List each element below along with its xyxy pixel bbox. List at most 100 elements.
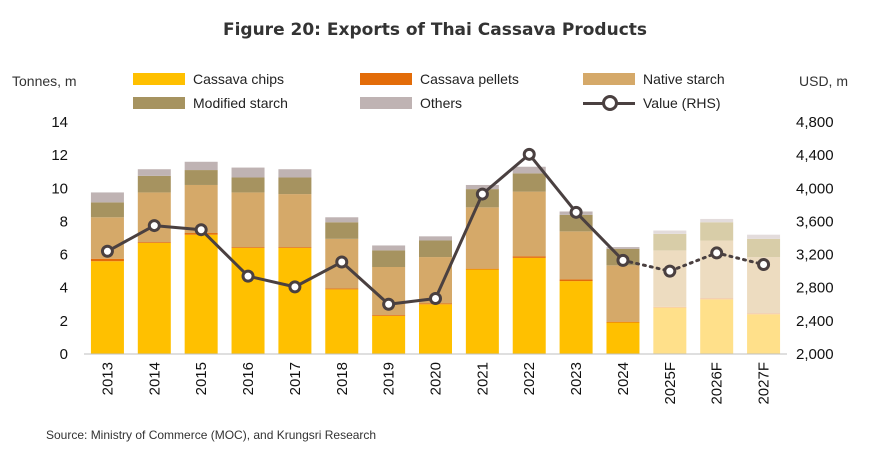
bar-modified-starch xyxy=(419,240,452,258)
bar-others xyxy=(278,169,312,178)
bar-cassava-chips xyxy=(325,289,359,354)
bar-cassava-chips xyxy=(419,304,452,354)
y-tick-label: 14 xyxy=(51,114,68,131)
bar-cassava-pellets xyxy=(512,256,546,258)
x-tick-label: 2013 xyxy=(99,362,116,395)
bar-others xyxy=(231,167,265,178)
legend-marker xyxy=(602,95,618,111)
y2-tick-label: 4,800 xyxy=(796,114,834,131)
y2-tick-label: 2,800 xyxy=(796,280,834,297)
left-axis-unit: Tonnes, m xyxy=(12,73,77,89)
value-point xyxy=(241,269,255,283)
legend-label: Value (RHS) xyxy=(643,95,721,111)
bar-others xyxy=(90,192,124,203)
bar-native-starch xyxy=(137,192,171,243)
right-axis-unit: USD, m xyxy=(799,73,848,89)
x-tick-label: 2019 xyxy=(381,362,398,395)
bar-cassava-chips xyxy=(512,257,546,354)
bar-cassava-pellets xyxy=(559,279,593,282)
y2-tick-label: 2,400 xyxy=(796,313,834,330)
y2-tick-label: 4,000 xyxy=(796,180,834,197)
x-tick-label: 2021 xyxy=(474,362,491,395)
value-point xyxy=(522,147,536,161)
value-line-forecast xyxy=(621,251,766,273)
bar-cassava-chips xyxy=(747,314,781,354)
x-tick-label: 2015 xyxy=(193,362,210,395)
chart-title: Figure 20: Exports of Thai Cassava Produ… xyxy=(222,20,648,40)
y-tick-label: 2 xyxy=(60,313,68,330)
y-tick-label: 0 xyxy=(60,346,68,363)
y2-tick-label: 2,000 xyxy=(796,346,834,363)
legend-label: Modified starch xyxy=(193,95,288,111)
bar-others xyxy=(606,247,640,249)
x-tick-label: 2020 xyxy=(428,362,445,395)
legend-swatch xyxy=(360,73,412,85)
bar-others xyxy=(747,234,781,239)
bar-cassava-chips xyxy=(278,247,312,354)
x-tick-label: 2024 xyxy=(615,362,632,395)
value-point xyxy=(569,205,583,219)
value-point xyxy=(475,187,489,201)
y-tick-label: 10 xyxy=(51,180,68,197)
value-point xyxy=(147,219,161,233)
y2-tick-label: 3,200 xyxy=(796,247,834,264)
bar-cassava-chips xyxy=(137,242,171,354)
bar-cassava-pellets xyxy=(90,258,124,262)
bar-modified-starch xyxy=(653,233,687,251)
bar-others xyxy=(700,218,734,223)
bar-modified-starch xyxy=(372,250,406,267)
bar-others xyxy=(184,161,218,171)
bar-cassava-pellets xyxy=(747,313,781,315)
x-tick-label: 2018 xyxy=(334,362,351,395)
x-tick-label: 2014 xyxy=(146,362,163,395)
bar-cassava-pellets xyxy=(700,298,734,300)
bar-native-starch xyxy=(653,250,687,307)
y2-tick-label: 3,600 xyxy=(796,213,834,230)
bar-cassava-chips xyxy=(653,307,687,354)
bar-modified-starch xyxy=(747,238,781,258)
x-tick-label: 2016 xyxy=(240,362,257,395)
bar-modified-starch xyxy=(278,177,312,195)
value-line-actual xyxy=(106,152,625,306)
x-tick-label: 2025F xyxy=(662,362,679,405)
y-tick-label: 8 xyxy=(60,213,68,230)
value-point xyxy=(382,297,396,311)
bar-others xyxy=(325,217,359,223)
legend-swatch xyxy=(360,97,412,109)
value-point xyxy=(663,264,677,278)
bar-native-starch xyxy=(231,192,265,248)
bar-cassava-chips xyxy=(559,281,593,354)
bar-modified-starch xyxy=(184,170,218,185)
bar-cassava-chips xyxy=(184,234,218,354)
bar-modified-starch xyxy=(137,175,171,193)
bar-others xyxy=(137,169,171,176)
legend-label: Cassava pellets xyxy=(420,71,519,87)
bar-native-starch xyxy=(278,194,312,248)
bar-cassava-chips xyxy=(700,299,734,354)
bar-native-starch xyxy=(512,191,546,257)
source-note: Source: Ministry of Commerce (MOC), and … xyxy=(46,428,377,442)
bar-modified-starch xyxy=(231,177,265,193)
bar-cassava-pellets xyxy=(137,242,171,243)
bar-cassava-chips xyxy=(372,315,406,354)
x-tick-label: 2023 xyxy=(568,362,585,395)
legend-label: Others xyxy=(420,95,463,111)
bar-cassava-pellets xyxy=(231,247,265,248)
bar-cassava-chips xyxy=(465,269,499,354)
value-point xyxy=(100,244,114,258)
bar-modified-starch xyxy=(512,173,546,192)
bar-native-starch xyxy=(559,231,593,280)
y-tick-label: 12 xyxy=(51,147,68,164)
legend-swatch xyxy=(583,73,635,85)
x-tick-label: 2026F xyxy=(709,362,726,405)
bar-cassava-pellets xyxy=(465,268,499,270)
legend-label: Native starch xyxy=(643,71,725,87)
legend-swatch xyxy=(133,73,185,85)
value-point xyxy=(335,255,349,269)
bar-others xyxy=(465,184,499,190)
value-point xyxy=(710,246,724,260)
bar-others xyxy=(653,230,687,234)
y-tick-label: 4 xyxy=(60,280,68,297)
bar-others xyxy=(419,236,452,241)
